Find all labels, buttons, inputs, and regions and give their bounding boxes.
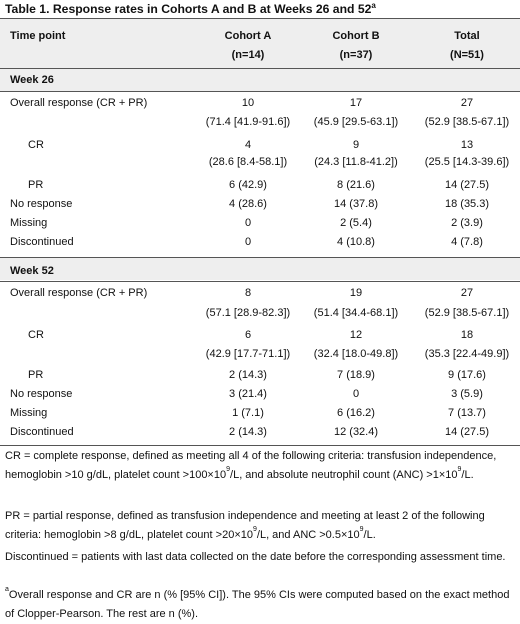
section-week52: Week 52 bbox=[10, 265, 54, 277]
cell-pr-52-total: 9 (17.6) bbox=[448, 369, 486, 381]
cell-cr-ci-52-a: (42.9 [17.7-71.1]) bbox=[205, 348, 291, 360]
row-label-disc-26: Discontinued bbox=[10, 236, 74, 248]
cell-missing-26-a: 0 bbox=[244, 217, 252, 229]
cell-overall-52-b: 19 bbox=[349, 287, 363, 299]
top-rule bbox=[0, 18, 520, 19]
section-rule-week26 bbox=[0, 91, 520, 92]
cell-overall-26-a: 10 bbox=[241, 97, 255, 109]
cell-overall-ci-52-b: (51.4 [34.4-68.1]) bbox=[313, 307, 399, 319]
cell-noresp-52-total: 3 (5.9) bbox=[451, 388, 483, 400]
section-week26: Week 26 bbox=[10, 74, 54, 86]
row-label-disc-52: Discontinued bbox=[10, 426, 74, 438]
header-band bbox=[0, 18, 520, 68]
row-label-missing-52: Missing bbox=[10, 407, 48, 419]
table-title-text: Table 1. Response rates in Cohorts A and… bbox=[5, 2, 372, 16]
footnote-cr: CR = complete response, defined as meeti… bbox=[5, 447, 515, 485]
header-total: Total bbox=[454, 30, 480, 42]
cell-overall-26-total: 27 bbox=[460, 97, 474, 109]
row-label-cr-26: CR bbox=[28, 139, 44, 151]
cell-cr-ci-52-b: (32.4 [18.0-49.8]) bbox=[313, 348, 399, 360]
header-bottom-rule bbox=[0, 68, 520, 69]
header-timepoint: Time point bbox=[10, 30, 66, 42]
footnote-pr-sup-2: 9 bbox=[359, 526, 364, 533]
section-rule-week52 bbox=[0, 281, 520, 282]
header-cohort-a: Cohort A bbox=[224, 30, 272, 42]
cell-noresp-26-total: 18 (35.3) bbox=[444, 198, 490, 210]
cell-missing-52-total: 7 (13.7) bbox=[448, 407, 486, 419]
cell-cr-26-a: 4 bbox=[244, 139, 252, 151]
cell-cr-ci-26-b: (24.3 [11.8-41.2]) bbox=[314, 156, 398, 168]
title-footnote-marker: a bbox=[371, 1, 376, 10]
cell-cr-52-b: 12 bbox=[349, 329, 363, 341]
cell-disc-26-a: 0 bbox=[244, 236, 252, 248]
cell-cr-52-a: 6 bbox=[244, 329, 252, 341]
cell-noresp-52-a: 3 (21.4) bbox=[229, 388, 267, 400]
cell-noresp-26-a: 4 (28.6) bbox=[229, 198, 267, 210]
cell-pr-26-total: 14 (27.5) bbox=[444, 179, 490, 191]
cell-cr-ci-26-a: (28.6 [8.4-58.1]) bbox=[208, 156, 288, 168]
cell-disc-52-b: 12 (32.4) bbox=[333, 426, 379, 438]
footnote-a-text: Overall response and CR are n (% [95% CI… bbox=[5, 589, 510, 620]
cell-missing-26-total: 2 (3.9) bbox=[451, 217, 483, 229]
footnote-pr-sup-1: 9 bbox=[252, 526, 257, 533]
header-cohort-b: Cohort B bbox=[332, 30, 380, 42]
footnote-pr: PR = partial response, defined as transf… bbox=[5, 507, 515, 545]
footnote-cr-text-2: /L, and absolute neutrophil count (ANC) … bbox=[230, 469, 458, 481]
footnote-cr-sup-1: 9 bbox=[226, 466, 231, 473]
cell-overall-52-a: 8 bbox=[244, 287, 252, 299]
cell-overall-ci-52-a: (57.1 [28.9-82.3]) bbox=[205, 307, 291, 319]
row-label-cr-52: CR bbox=[28, 329, 44, 341]
cell-disc-26-b: 4 (10.8) bbox=[337, 236, 375, 248]
cell-pr-26-a: 6 (42.9) bbox=[229, 179, 267, 191]
cell-noresp-26-b: 14 (37.8) bbox=[333, 198, 379, 210]
table-title: Table 1. Response rates in Cohorts A and… bbox=[5, 2, 376, 17]
cell-cr-ci-52-total: (35.3 [22.4-49.9]) bbox=[424, 348, 510, 360]
cell-overall-ci-26-total: (52.9 [38.5-67.1]) bbox=[424, 116, 510, 128]
footnote-pr-text-2: /L, and ANC >0.5×10 bbox=[256, 529, 360, 541]
cell-disc-26-total: 4 (7.8) bbox=[451, 236, 483, 248]
cell-pr-26-b: 8 (21.6) bbox=[337, 179, 375, 191]
cell-missing-26-b: 2 (5.4) bbox=[340, 217, 372, 229]
cell-overall-ci-26-a: (71.4 [41.9-91.6]) bbox=[205, 116, 291, 128]
table-bottom-rule bbox=[0, 445, 520, 446]
cell-missing-52-a: 1 (7.1) bbox=[232, 407, 264, 419]
footnote-cr-sup-2: 9 bbox=[457, 466, 462, 473]
cell-pr-52-a: 2 (14.3) bbox=[229, 369, 267, 381]
cell-noresp-52-b: 0 bbox=[352, 388, 360, 400]
cell-cr-ci-26-total: (25.5 [14.3-39.6]) bbox=[424, 156, 510, 168]
cell-cr-26-b: 9 bbox=[352, 139, 360, 151]
section-band-week52 bbox=[0, 258, 520, 280]
cell-overall-26-b: 17 bbox=[349, 97, 363, 109]
header-cohort-b-n: (n=37) bbox=[339, 49, 373, 61]
footnote-pr-text-3: /L. bbox=[363, 529, 376, 541]
header-total-n: (N=51) bbox=[450, 49, 484, 61]
row-label-noresp-26: No response bbox=[10, 198, 73, 210]
week26-bottom-rule bbox=[0, 257, 520, 258]
cell-cr-26-total: 13 bbox=[460, 139, 474, 151]
header-cohort-a-n: (n=14) bbox=[231, 49, 265, 61]
row-label-pr-26: PR bbox=[28, 179, 44, 191]
row-label-pr-52: PR bbox=[28, 369, 44, 381]
footnote-a-marker: a bbox=[5, 586, 9, 593]
footnote-a: aOverall response and CR are n (% [95% C… bbox=[5, 586, 515, 624]
row-label-noresp-52: No response bbox=[10, 388, 73, 400]
cell-overall-52-total: 27 bbox=[460, 287, 474, 299]
cell-overall-ci-52-total: (52.9 [38.5-67.1]) bbox=[424, 307, 510, 319]
footnote-pr-text-1: PR = partial response, defined as transf… bbox=[5, 510, 485, 541]
footnote-discontinued: Discontinued = patients with last data c… bbox=[5, 551, 506, 563]
cell-cr-52-total: 18 bbox=[460, 329, 474, 341]
row-label-missing-26: Missing bbox=[10, 217, 48, 229]
row-label-overall-26: Overall response (CR + PR) bbox=[10, 97, 148, 109]
cell-overall-ci-26-b: (45.9 [29.5-63.1]) bbox=[313, 116, 399, 128]
cell-disc-52-a: 2 (14.3) bbox=[229, 426, 267, 438]
cell-disc-52-total: 14 (27.5) bbox=[444, 426, 490, 438]
row-label-overall-52: Overall response (CR + PR) bbox=[10, 287, 148, 299]
footnote-cr-text-1: CR = complete response, defined as meeti… bbox=[5, 450, 497, 481]
cell-pr-52-b: 7 (18.9) bbox=[337, 369, 375, 381]
cell-missing-52-b: 6 (16.2) bbox=[337, 407, 375, 419]
section-band-week26 bbox=[0, 69, 520, 91]
footnote-cr-text-3: /L. bbox=[461, 469, 474, 481]
